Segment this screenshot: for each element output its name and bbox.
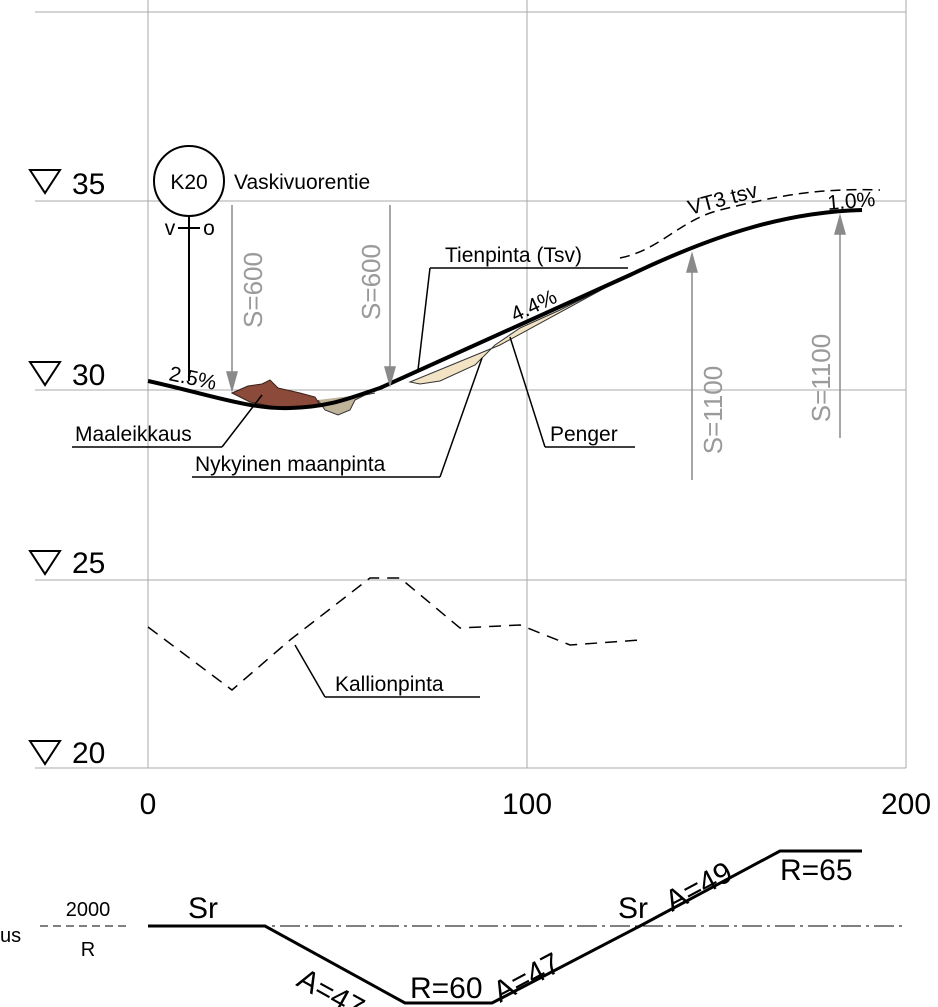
curve-segment: R=65 — [780, 854, 853, 887]
leaders — [72, 267, 635, 698]
curve-segment: R=60 — [410, 972, 483, 1005]
station-label: 100 — [502, 788, 552, 821]
elevation-label: 20 — [72, 737, 105, 770]
curve-segment: A=47 — [488, 947, 566, 1007]
triangle — [28, 550, 62, 576]
elevation-label: 35 — [72, 168, 105, 201]
curve-segment: Sr — [618, 892, 648, 925]
leader — [294, 644, 326, 698]
road-line — [147, 208, 863, 411]
road-surface-label: Tienpinta (Tsv) — [445, 244, 582, 267]
arrow-head — [686, 251, 698, 273]
triangle — [28, 169, 62, 195]
junction-code: K20 — [170, 171, 207, 194]
bedrock-line — [147, 577, 641, 691]
cut-label: Maaleikkaus — [75, 423, 192, 446]
junction-left: v — [165, 217, 176, 240]
bedrock-label: Kallionpinta — [335, 673, 444, 696]
radius-symbol: R — [81, 939, 95, 961]
embankment-area — [408, 276, 626, 385]
arrow-head — [384, 366, 396, 388]
ground-label: Nykyinen maanpinta — [195, 453, 386, 476]
leader — [439, 357, 483, 478]
arrow-head — [834, 213, 846, 235]
arrow-head — [226, 371, 238, 393]
vt3-line — [619, 188, 881, 259]
curvature-line — [148, 849, 862, 1005]
curve-segment: A=47 — [292, 962, 370, 1007]
elevation-markers — [28, 169, 62, 766]
sight-distance: S=600 — [238, 252, 268, 328]
elevation-label: 25 — [72, 547, 105, 580]
leader — [221, 394, 263, 448]
elevation-label: 30 — [72, 359, 105, 392]
curve-segment: A=49 — [660, 856, 738, 918]
sight-distance: S=1100 — [806, 334, 836, 422]
leader — [509, 336, 546, 448]
sight-arrows — [226, 205, 846, 480]
triangle — [28, 361, 62, 387]
sight-distance: S=1100 — [698, 366, 728, 454]
embankment-label: Penger — [550, 423, 618, 446]
grade-label: 1.0% — [826, 188, 876, 215]
junction-right: o — [203, 217, 215, 240]
leader — [417, 267, 431, 371]
junction-name: Vaskivuorentie — [234, 171, 370, 194]
curve-segment: Sr — [188, 892, 218, 925]
station-label: 200 — [881, 788, 931, 821]
vt3-label: VT3 tsv — [685, 179, 760, 220]
sight-distance: S=600 — [356, 244, 386, 320]
radius-scale: 2000 — [66, 899, 111, 921]
partial-label: us — [0, 925, 21, 947]
station-label: 0 — [140, 788, 157, 821]
triangle — [28, 740, 62, 766]
